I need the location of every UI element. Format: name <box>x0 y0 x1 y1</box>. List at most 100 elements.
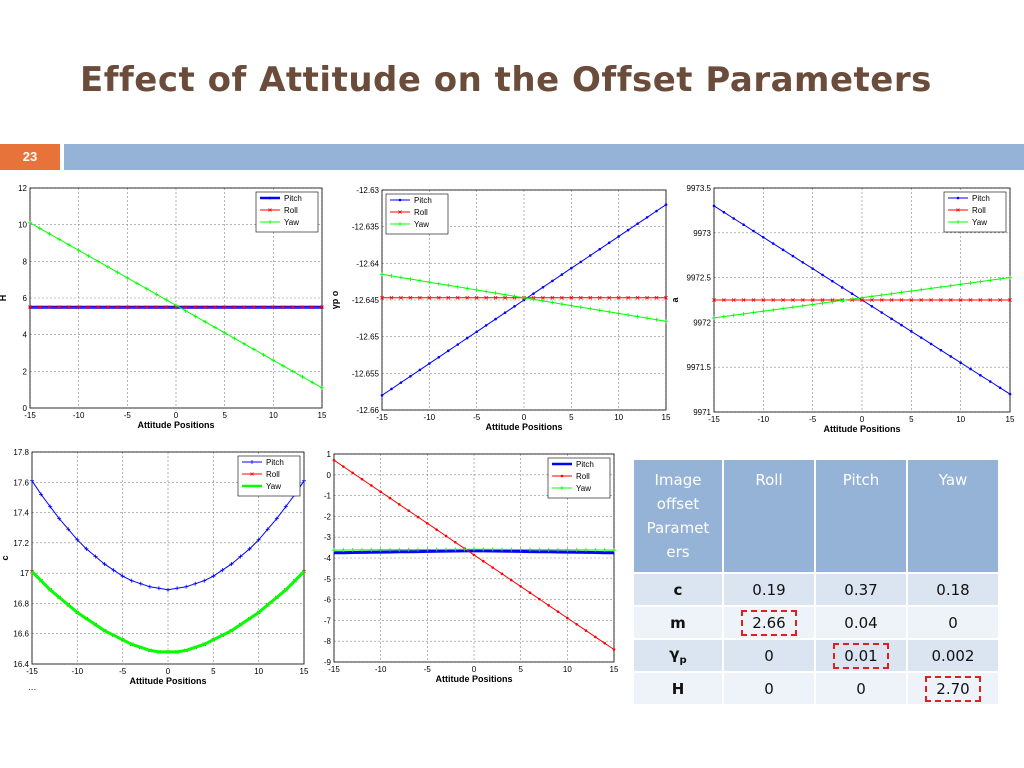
legend-marker <box>560 486 564 490</box>
data-point <box>232 336 237 341</box>
data-point <box>988 380 992 383</box>
data-point <box>351 471 354 475</box>
data-point <box>879 293 884 298</box>
data-point <box>761 309 766 314</box>
data-point <box>115 305 120 310</box>
data-point <box>831 279 834 283</box>
data-point <box>406 547 411 552</box>
data-point <box>547 604 550 607</box>
data-point <box>193 581 198 586</box>
highlighted-value: 0.01 <box>833 642 889 669</box>
data-point <box>409 374 412 378</box>
data-point <box>919 336 923 339</box>
chart-legend: Pitch Roll Yaw <box>547 457 611 499</box>
data-point <box>509 547 514 552</box>
legend-entry: Yaw <box>576 484 591 493</box>
y-tick-label: 17.4 <box>13 509 29 518</box>
data-point <box>1008 298 1012 302</box>
table-row: m 2.66 0.04 0 <box>632 605 1000 640</box>
data-point <box>144 286 149 291</box>
data-point <box>752 229 755 233</box>
data-point <box>446 349 450 353</box>
data-point <box>212 325 217 330</box>
data-point <box>302 478 306 483</box>
data-point <box>612 548 616 553</box>
y-tick-label: 6 <box>23 294 28 303</box>
data-point <box>762 235 765 239</box>
data-point <box>566 616 569 620</box>
data-point <box>474 287 479 292</box>
data-point <box>830 299 835 304</box>
legend-entry: Roll <box>576 472 590 481</box>
data-point <box>47 231 52 236</box>
x-axis-label: Attitude Positions <box>486 422 563 432</box>
y-tick-label: 17.8 <box>13 448 29 457</box>
data-point <box>96 305 101 310</box>
data-point <box>76 305 81 310</box>
data-point <box>484 324 488 327</box>
y-tick-label: -4 <box>324 554 332 563</box>
chart-legend: Pitch Roll Yaw <box>237 455 301 497</box>
data-point <box>446 295 451 300</box>
data-point <box>389 273 394 278</box>
data-point <box>968 298 973 302</box>
data-point <box>889 298 894 302</box>
x-tick-label: -10 <box>73 411 85 420</box>
data-point <box>446 283 451 288</box>
legend-marker <box>268 208 272 212</box>
chart-legend: Pitch Roll Yaw <box>255 191 319 233</box>
x-tick-label: -5 <box>124 411 132 420</box>
data-point <box>135 305 139 310</box>
data-point <box>810 302 815 307</box>
data-point <box>771 242 775 245</box>
data-point <box>417 278 422 283</box>
data-point <box>579 260 583 264</box>
data-point <box>949 355 953 358</box>
data-point <box>310 380 315 385</box>
data-point <box>369 547 374 552</box>
data-point <box>500 547 504 552</box>
table-row-label: γp <box>632 638 724 673</box>
series-yaw <box>712 275 1012 320</box>
data-point <box>37 226 42 231</box>
data-point <box>454 540 457 544</box>
data-point <box>274 516 279 521</box>
data-point <box>569 303 574 308</box>
data-point <box>593 547 598 552</box>
data-point <box>1008 275 1012 280</box>
legend-entry: Yaw <box>284 218 299 227</box>
data-point <box>474 295 479 300</box>
data-point <box>144 305 149 310</box>
data-point <box>418 368 422 372</box>
data-point <box>512 294 517 299</box>
data-point <box>588 306 593 311</box>
data-point <box>584 547 588 552</box>
data-point <box>880 311 884 314</box>
data-point <box>166 587 170 592</box>
legend-entry: Roll <box>266 470 280 479</box>
data-point <box>979 373 982 377</box>
x-tick-label: 10 <box>614 413 623 422</box>
data-point <box>958 298 963 302</box>
data-point <box>125 275 130 280</box>
header-bar <box>64 144 1024 170</box>
y-tick-label: -12.65 <box>356 333 379 342</box>
data-point <box>290 305 295 310</box>
data-point <box>532 292 535 295</box>
data-point <box>510 578 513 582</box>
data-point <box>616 295 621 300</box>
legend-marker <box>398 210 402 214</box>
data-point <box>193 314 198 319</box>
data-point <box>271 358 276 363</box>
data-point <box>578 295 583 300</box>
data-point <box>791 298 795 302</box>
legend-marker <box>398 222 402 226</box>
data-point <box>559 295 564 300</box>
highlighted-value: 2.66 <box>741 609 797 636</box>
data-point <box>156 586 161 591</box>
data-point <box>416 547 420 552</box>
data-point <box>493 295 498 300</box>
data-point <box>75 537 80 542</box>
data-point <box>493 291 498 296</box>
data-point <box>712 315 716 320</box>
